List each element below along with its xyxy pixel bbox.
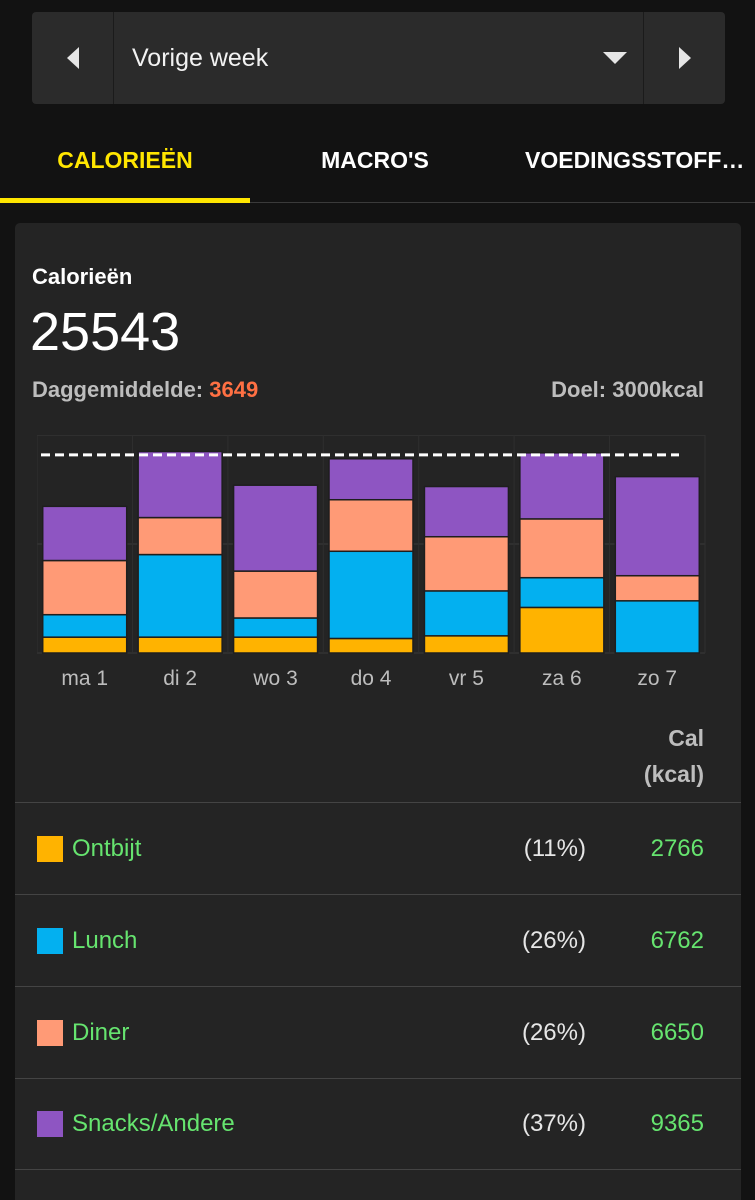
bar-segment-lunch (519, 576, 605, 609)
column-header: Cal (kcal) (644, 720, 704, 792)
snacks-color-swatch (37, 1111, 63, 1137)
meal-row-lunch[interactable]: Lunch (26%) 6762 (15, 894, 741, 986)
bar-segment-diner (328, 498, 414, 553)
column-header-line2: (kcal) (643, 761, 704, 787)
x-tick-label: ma 1 (61, 667, 108, 690)
calories-card: Calorieën 25543 Daggemiddelde: 3649 Doel… (15, 223, 741, 1200)
bar-segment-snacks-andere (41, 505, 128, 562)
x-tick-label: zo 7 (637, 667, 677, 690)
column-header-line1: Cal (668, 725, 704, 751)
bar-segment-ontbijt (41, 636, 128, 654)
bar-segment-diner (137, 516, 223, 556)
x-tick-label: do 4 (351, 667, 392, 690)
meal-percent: (26%) (521, 1018, 586, 1046)
daily-average-label: Daggemiddelde: (32, 377, 204, 402)
triangle-right-icon (678, 47, 691, 69)
bar-segment-lunch (423, 590, 510, 637)
meal-row-breakfast[interactable]: Ontbijt (11%) 2766 (15, 802, 741, 894)
meal-label: Snacks/Andere (72, 1110, 235, 1137)
meal-row-snacks[interactable]: Snacks/Andere (37%) 9365 (15, 1078, 741, 1170)
daily-average-value: 3649 (209, 377, 259, 402)
bar-segment-snacks-andere (232, 484, 319, 572)
bar-segment-ontbijt (423, 635, 510, 654)
meal-table: Ontbijt (11%) 2766 Lunch (26%) 6762 Dine… (15, 802, 741, 1170)
bar-segment-snacks-andere (614, 475, 701, 577)
meal-calories: 6650 (650, 1018, 704, 1046)
bar-segment-lunch (328, 550, 414, 640)
bar-segment-diner (519, 518, 605, 579)
previous-week-button[interactable] (32, 12, 114, 104)
meal-label: Lunch (72, 926, 138, 954)
bar-segment-ontbijt (137, 636, 223, 654)
week-dropdown[interactable]: Vorige week (114, 12, 643, 104)
bar-segment-diner (614, 574, 701, 602)
meal-percent: (11%) (523, 834, 586, 862)
calories-bar-chart[interactable]: ma 1 di 2 wo 3 do 4 vr 5 za 6 zo 7 (37, 435, 707, 695)
tab-calories[interactable]: CALORIEËN (0, 117, 250, 203)
calorie-goal: Doel: 3000kcal (551, 377, 704, 402)
x-tick-label: wo 3 (252, 667, 297, 690)
meal-calories: 2766 (650, 834, 704, 862)
tab-macros[interactable]: MACRO'S (321, 147, 429, 173)
meal-label: Ontbijt (72, 834, 142, 862)
bar-segment-snacks-andere (423, 485, 510, 538)
bar-segment-ontbijt (328, 637, 414, 654)
bar-segment-ontbijt (232, 636, 319, 654)
x-tick-label: di 2 (163, 667, 197, 690)
week-selector: Vorige week (32, 12, 725, 104)
meal-row-dinner[interactable]: Diner (26%) 6650 (15, 986, 741, 1078)
bar-segment-diner (232, 570, 319, 619)
bar-segment-lunch (614, 600, 701, 654)
total-calories: 25543 (30, 302, 181, 362)
meal-calories: 6762 (650, 926, 704, 954)
triangle-down-icon (603, 52, 627, 64)
bar-segment-diner (423, 535, 510, 592)
tab-bar: CALORIEËN MACRO'S VOEDINGSSTOFF… (0, 117, 755, 203)
bar-segment-lunch (232, 617, 319, 638)
x-tick-label: vr 5 (449, 667, 484, 690)
bar-segment-diner (41, 559, 128, 616)
dinner-color-swatch (37, 1019, 63, 1046)
bar-segment-lunch (41, 613, 128, 638)
lunch-color-swatch (37, 927, 63, 954)
meal-percent: (26%) (521, 926, 586, 954)
x-tick-label: za 6 (542, 667, 582, 690)
meal-label: Diner (72, 1018, 130, 1046)
bar-segment-snacks-andere (137, 450, 223, 519)
bar-segment-lunch (137, 553, 223, 638)
next-week-button[interactable] (643, 12, 725, 104)
meal-percent: (37%) (521, 1110, 586, 1137)
bar-segment-snacks-andere (328, 458, 414, 501)
bar-segment-ontbijt (519, 606, 605, 654)
daily-average: Daggemiddelde: 3649 (32, 377, 258, 403)
bar-segment-snacks-andere (519, 452, 605, 520)
breakfast-color-swatch (37, 835, 63, 862)
meal-calories: 9365 (650, 1110, 704, 1137)
triangle-left-icon (66, 47, 79, 69)
card-title: Calorieën (32, 264, 133, 289)
tab-nutrients[interactable]: VOEDINGSSTOFF… (525, 147, 745, 173)
week-label: Vorige week (132, 43, 269, 72)
